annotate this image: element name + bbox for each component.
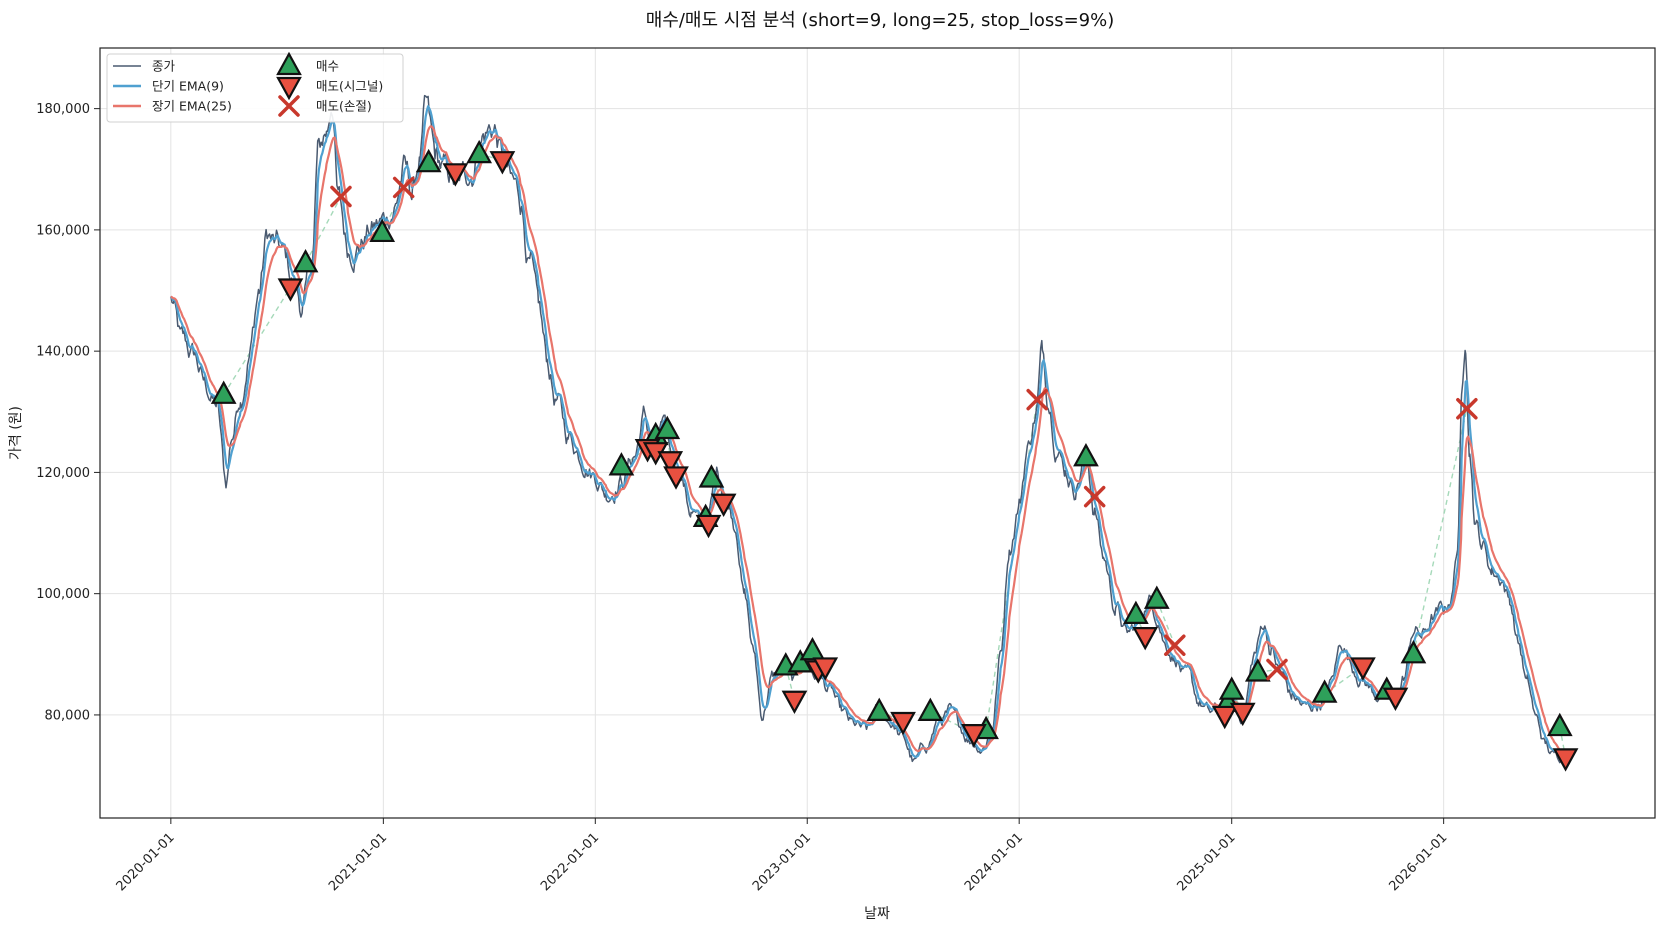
sell-stop-marker — [1026, 388, 1048, 411]
y-tick-label: 100,000 — [36, 587, 90, 602]
buy-marker — [654, 415, 681, 440]
x-axis-title: 날짜 — [864, 906, 890, 922]
y-tick-label: 120,000 — [36, 466, 90, 481]
cross-stroke — [330, 185, 352, 208]
sell-signal-marker — [657, 451, 684, 475]
trade-link — [1156, 599, 1176, 646]
marker-layer — [210, 139, 1579, 772]
cross-stroke — [1266, 658, 1288, 681]
sell-stop-marker — [1456, 397, 1478, 420]
sell-signal-marker — [1229, 702, 1256, 727]
sell-stop-marker — [1266, 658, 1288, 681]
sell-signal-marker — [442, 163, 469, 187]
buy-marker — [1123, 600, 1149, 624]
y-tick-label: 140,000 — [36, 345, 90, 360]
chart-title: 매수/매도 시점 분석 (short=9, long=25, stop_loss… — [646, 10, 1115, 31]
legend-swatch-sell-stop — [278, 95, 300, 117]
cross-stroke — [392, 176, 415, 199]
buy-marker — [1546, 712, 1573, 737]
buy-marker — [608, 452, 635, 476]
cross-stroke — [1456, 397, 1478, 420]
sell-signal-marker — [1552, 748, 1579, 772]
sell-signal-marker — [1132, 627, 1159, 651]
legend-label-sell_signal: 매도(시그널) — [316, 79, 383, 94]
trade-link — [985, 399, 1038, 731]
sell-signal-marker — [1382, 687, 1409, 712]
sell-signal-marker — [277, 278, 304, 302]
buy-marker — [917, 697, 944, 721]
buy-marker — [466, 139, 493, 164]
legend-label-long_ema: 장기 EMA(25) — [152, 99, 232, 114]
legend-swatch-sell-signal — [276, 76, 302, 101]
sell-stop-marker — [392, 176, 415, 199]
buy-marker — [1218, 676, 1245, 700]
legend-label-buy: 매수 — [316, 59, 339, 74]
buy-marker — [1073, 442, 1099, 467]
sell-signal-marker — [695, 514, 722, 539]
sell-signal-marker — [890, 711, 916, 736]
legend-swatch-buy — [276, 51, 302, 76]
y-tick-label: 80,000 — [45, 708, 91, 723]
cross-stroke — [1026, 388, 1048, 411]
plot-frame — [99, 47, 1656, 819]
sell-signal-marker — [663, 466, 689, 490]
buy-marker — [799, 636, 826, 661]
y-axis-title: 가격 (원) — [8, 406, 24, 460]
buy-marker — [1400, 640, 1427, 664]
sell-signal-marker — [812, 657, 839, 681]
cross-stroke — [1164, 634, 1186, 656]
buy-marker — [292, 248, 319, 273]
buy-marker — [369, 218, 396, 243]
trade-link — [1412, 408, 1468, 655]
sell-signal-marker — [489, 151, 516, 175]
y-tick-label: 180,000 — [36, 102, 90, 117]
sell-stop-marker — [1083, 485, 1106, 508]
trade-link — [304, 196, 342, 264]
sell-signal-marker — [781, 690, 808, 715]
buy-marker — [1311, 679, 1338, 703]
cross-stroke — [1083, 485, 1106, 508]
buy-marker — [787, 649, 814, 673]
buy-marker — [415, 148, 442, 173]
cross-stroke — [278, 95, 300, 117]
sell-signal-marker — [1350, 657, 1376, 681]
sell-stop-marker — [330, 185, 352, 208]
sell-stop-marker — [1164, 634, 1186, 656]
y-tick-label: 160,000 — [36, 223, 90, 238]
sell-signal-marker — [710, 493, 737, 518]
buy-marker — [210, 380, 237, 404]
sell-signal-marker — [961, 724, 987, 748]
buy-marker — [698, 464, 725, 488]
buy-marker — [1244, 658, 1271, 682]
legend-label-short_ema: 단기 EMA(9) — [152, 79, 224, 94]
legend-box — [106, 53, 404, 123]
buy-marker — [1143, 585, 1170, 609]
legend-label-close: 종가 — [152, 59, 176, 74]
buy-marker — [866, 697, 893, 721]
sell-signal-marker — [1211, 705, 1238, 730]
grid-layer — [100, 48, 1655, 818]
legend-label-sell_stop: 매도(손절) — [316, 99, 372, 114]
